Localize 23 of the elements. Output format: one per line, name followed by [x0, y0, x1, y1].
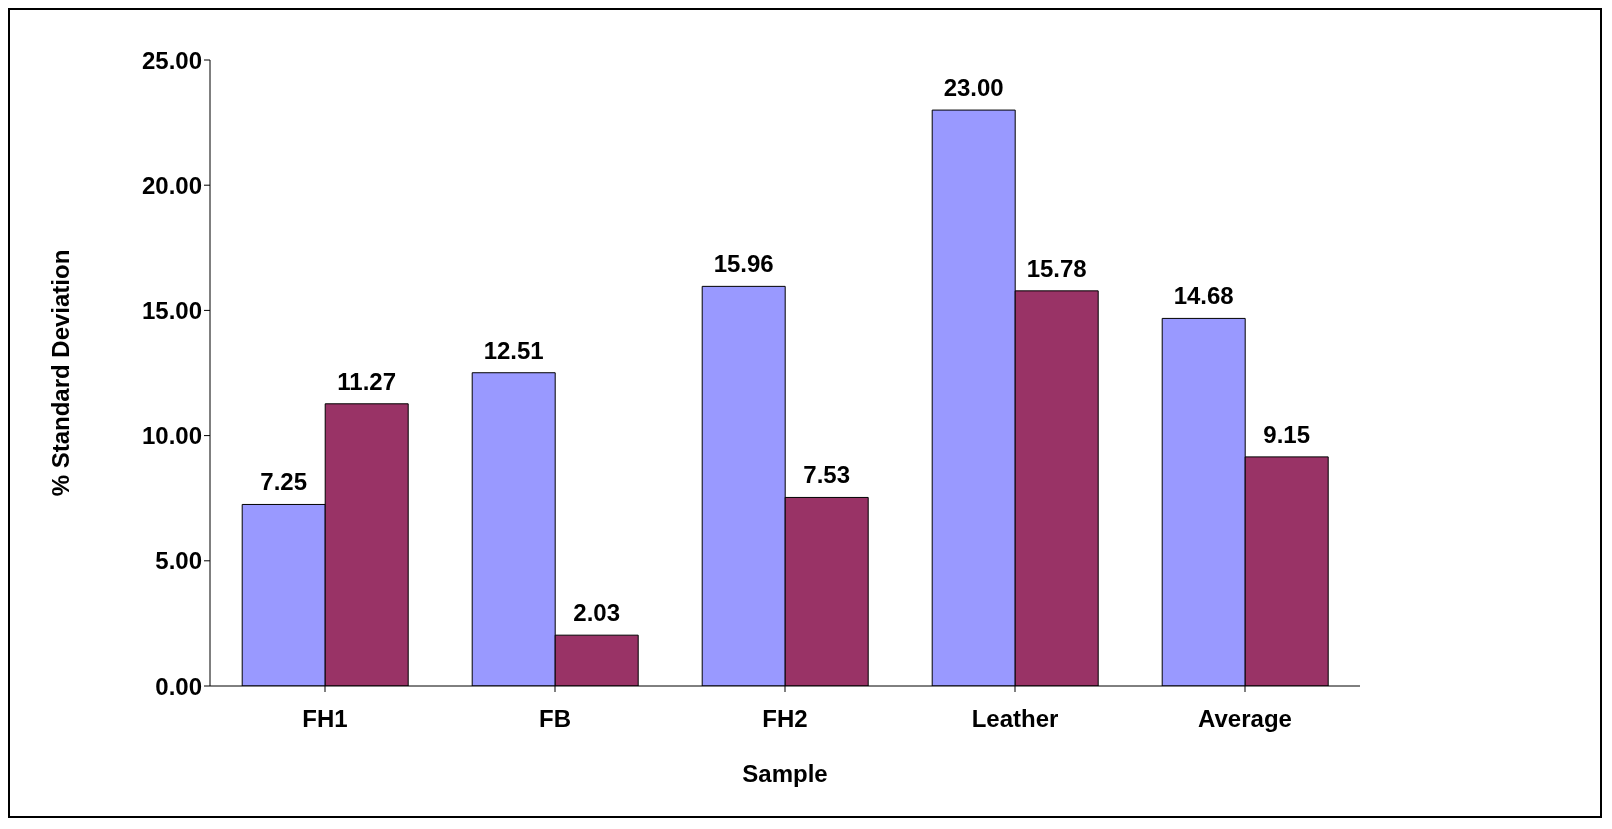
x-tick-label: FB [539, 705, 571, 733]
y-tick-label: 5.00 [155, 547, 202, 575]
y-tick-label: 15.00 [141, 296, 202, 324]
x-axis-title: Sample [742, 760, 828, 787]
data-label: 15.96 [713, 250, 774, 278]
y-tick-label: 20.00 [141, 171, 202, 199]
data-label: 12.51 [483, 336, 544, 364]
x-tick-label: FH1 [302, 705, 348, 733]
x-tick-label: FH2 [762, 705, 808, 733]
y-axis-title: % Standard Deviation [46, 249, 74, 497]
x-tick-label: Leather [971, 705, 1059, 733]
y-tick-label: 25.00 [141, 46, 202, 74]
data-label: 23.00 [943, 74, 1004, 102]
y-tick-label: 10.00 [141, 422, 202, 450]
data-label: 15.78 [1026, 254, 1087, 282]
data-label: 14.68 [1173, 282, 1234, 310]
x-tick-label: Average [1198, 705, 1292, 733]
data-label: 7.53 [803, 461, 851, 489]
data-label: 2.03 [573, 599, 621, 627]
data-label: 9.15 [1263, 420, 1311, 448]
data-label: 11.27 [337, 367, 397, 395]
y-tick-label: 0.00 [155, 672, 202, 700]
data-label: 7.25 [260, 468, 308, 496]
